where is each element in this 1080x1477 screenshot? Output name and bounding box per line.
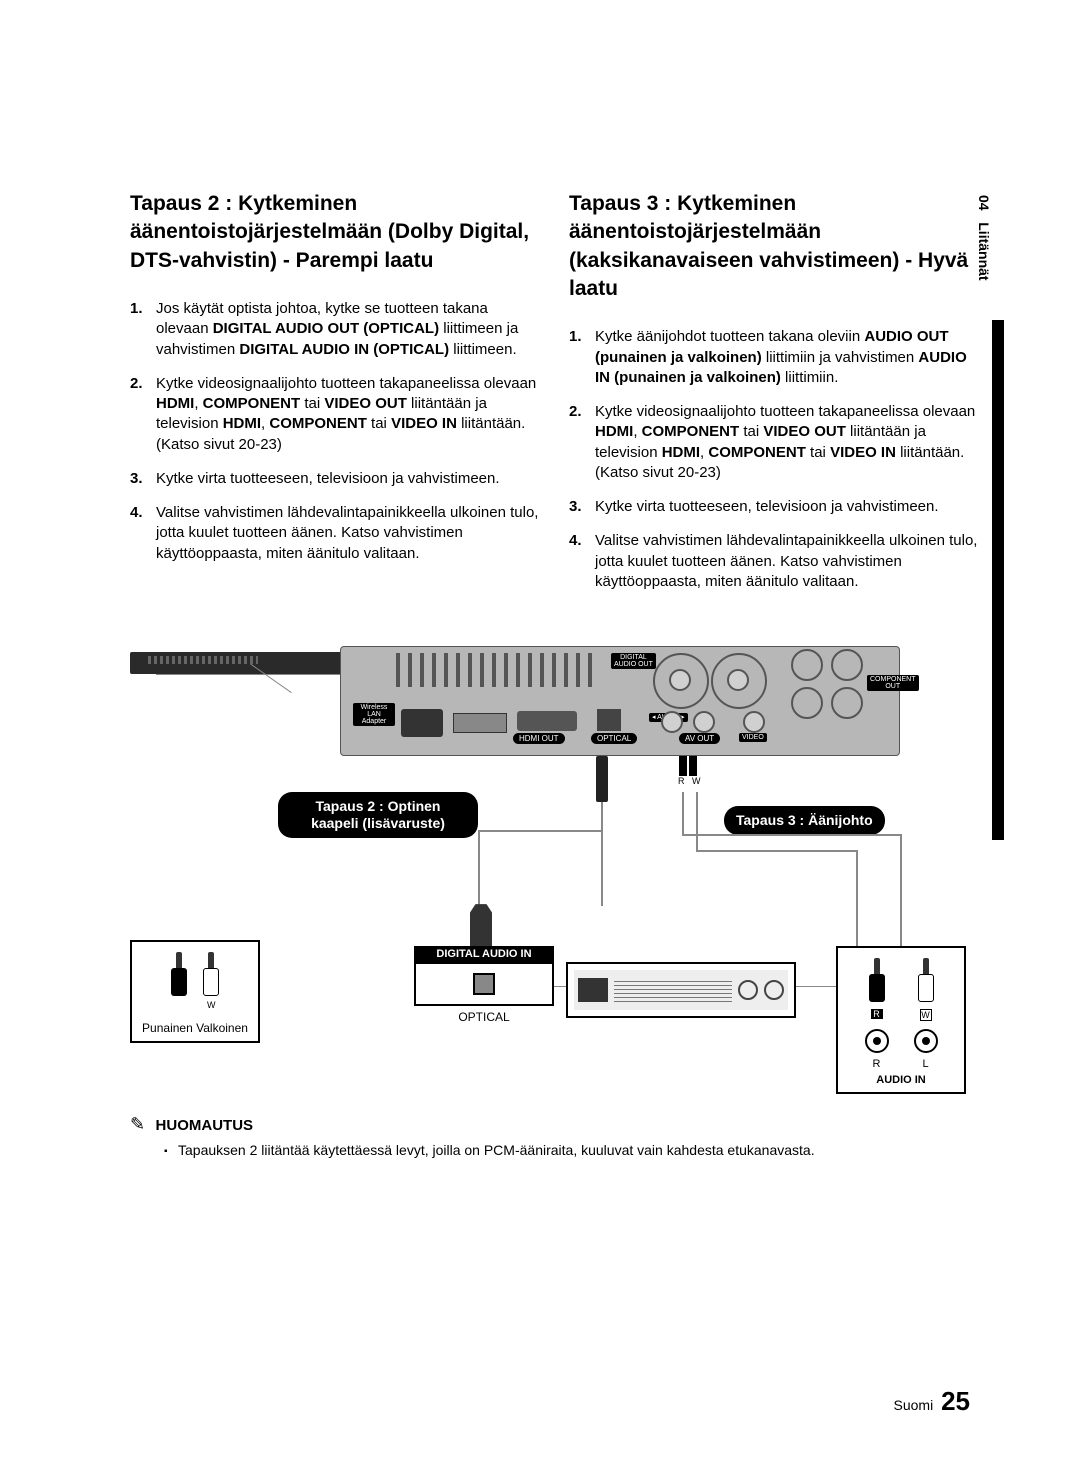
jack-icon: [865, 1029, 889, 1053]
diagram-label-case3: Tapaus 3 : Äänijohto: [724, 806, 885, 835]
panel-jack-icon: [831, 649, 863, 681]
panel-port-icon: [517, 711, 577, 731]
step-item: Kytke virta tuotteeseen, televisioon ja …: [130, 469, 541, 489]
column-case-3: Tapaus 3 : Kytkeminen äänentoistojärjest…: [569, 190, 980, 606]
bd-player-icon: [130, 652, 365, 674]
step-item: Kytke videosignaalijohto tuotteen takapa…: [569, 402, 980, 483]
panel-jack-icon: [791, 649, 823, 681]
cable-line: [682, 792, 684, 834]
panel-port-icon: [401, 709, 443, 737]
connection-diagram: DIGITALAUDIO OUT COMPONENTOUT WirelessLA…: [130, 646, 980, 1086]
optical-port-icon: [414, 962, 554, 1006]
side-chapter-title: Liitännät: [976, 222, 992, 280]
side-chapter-tab: 04 Liitännät: [976, 195, 992, 281]
document-page: 04 Liitännät Tapaus 2 : Kytkeminen äänen…: [0, 0, 1080, 1477]
step-item: Kytke virta tuotteeseen, televisioon ja …: [569, 497, 980, 517]
steps-case-2: Jos käytät optista johtoa, kytke se tuot…: [130, 299, 541, 564]
step-item: Valitse vahvistimen lähdevalintapainikke…: [130, 503, 541, 564]
rca-plug-red-icon: R: [171, 952, 187, 996]
cable-line: [696, 850, 856, 852]
rca-connector-box-left: R W Punainen Valkoinen: [130, 940, 260, 1043]
page-footer: Suomi 25: [894, 1386, 971, 1417]
note-item: Tapauksen 2 liitäntää käytettäessä levyt…: [164, 1141, 980, 1161]
panel-label-optical: OPTICAL: [591, 733, 637, 744]
plug-label-w: W: [692, 776, 701, 786]
panel-jack-icon: [669, 669, 691, 691]
plug-label-r: R: [678, 776, 685, 786]
optical-input-box: DIGITAL AUDIO IN OPTICAL: [414, 946, 554, 1024]
panel-port-icon: [597, 709, 621, 731]
audio-in-label: AUDIO IN: [838, 1074, 964, 1086]
optical-plug-icon: [470, 904, 492, 946]
cable-line: [478, 830, 602, 832]
step-item: Kytke videosignaalijohto tuotteen takapa…: [130, 374, 541, 455]
connector-caption: Punainen Valkoinen: [140, 1017, 250, 1035]
panel-jack-icon: [727, 669, 749, 691]
note-section: ✎ HUOMAUTUS Tapauksen 2 liitäntää käytet…: [130, 1114, 980, 1161]
device-rear-panel: DIGITALAUDIO OUT COMPONENTOUT WirelessLA…: [340, 646, 900, 756]
step-item: Kytke äänijohdot tuotteen takana oleviin…: [569, 327, 980, 388]
panel-jack-icon: [661, 711, 683, 733]
rca-plug-white-icon: W: [918, 958, 934, 1023]
callout-line: [156, 674, 340, 675]
panel-label-digital-audio-out: DIGITALAUDIO OUT: [611, 653, 656, 669]
diagram-label-case2: Tapaus 2 : Optinen kaapeli (lisävaruste): [278, 792, 478, 838]
column-case-2: Tapaus 2 : Kytkeminen äänentoistojärjest…: [130, 190, 541, 606]
panel-jack-icon: [831, 687, 863, 719]
footer-language: Suomi: [894, 1397, 934, 1413]
panel-label-hdmi-out: HDMI OUT: [513, 733, 565, 744]
callout-line: [794, 986, 838, 987]
note-icon: ✎: [130, 1114, 145, 1135]
panel-label-component-out: COMPONENTOUT: [867, 675, 919, 691]
rca-plug-red-icon: R: [869, 958, 885, 1023]
jack-icon: [914, 1029, 938, 1053]
optical-top-label: DIGITAL AUDIO IN: [414, 946, 554, 962]
note-title: HUOMAUTUS: [156, 1117, 254, 1134]
panel-vent-icon: [396, 653, 596, 687]
panel-jack-icon: [693, 711, 715, 733]
step-item: Valitse vahvistimen lähdevalintapainikke…: [569, 531, 980, 592]
optical-plug-icon: [596, 756, 608, 802]
cable-line: [682, 834, 902, 836]
cable-line: [900, 834, 902, 946]
panel-label-video: VIDEO: [739, 733, 767, 742]
panel-label-wireless-lan: WirelessLANAdapter: [353, 703, 395, 726]
panel-jack-icon: [791, 687, 823, 719]
panel-jack-icon: [743, 711, 765, 733]
rca-plug-white-icon: W: [203, 952, 219, 996]
cable-line: [696, 792, 698, 850]
heading-case-3: Tapaus 3 : Kytkeminen äänentoistojärjest…: [569, 190, 980, 303]
content-columns: Tapaus 2 : Kytkeminen äänentoistojärjest…: [130, 190, 980, 606]
note-list: Tapauksen 2 liitäntää käytettäessä levyt…: [130, 1141, 980, 1161]
cable-line: [856, 850, 858, 946]
panel-port-icon: [453, 713, 507, 733]
footer-page-number: 25: [941, 1386, 970, 1416]
step-item: Jos käytät optista johtoa, kytke se tuot…: [130, 299, 541, 360]
cable-line: [601, 802, 603, 906]
panel-label-av-out: AV OUT: [679, 733, 720, 744]
amplifier-icon: [566, 962, 796, 1018]
heading-case-2: Tapaus 2 : Kytkeminen äänentoistojärjest…: [130, 190, 541, 275]
steps-case-3: Kytke äänijohdot tuotteen takana oleviin…: [569, 327, 980, 592]
optical-bottom-label: OPTICAL: [414, 1006, 554, 1024]
side-black-bar: [992, 320, 1004, 840]
side-chapter-number: 04: [976, 195, 992, 211]
audio-in-box: R W R L AUDIO IN: [836, 946, 966, 1094]
